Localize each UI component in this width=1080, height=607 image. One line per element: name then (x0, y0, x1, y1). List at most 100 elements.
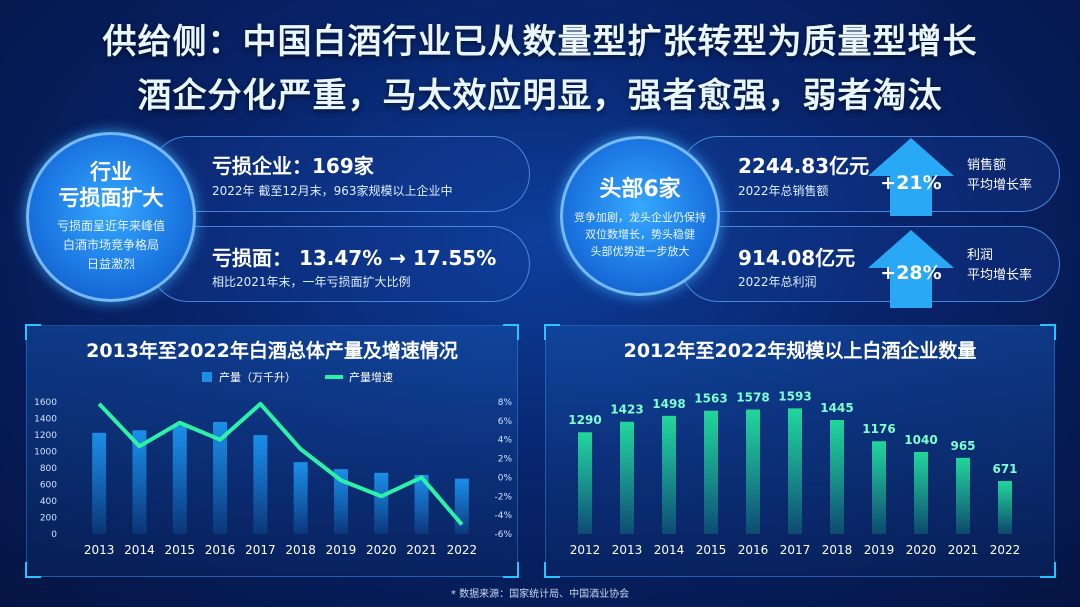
profit-growth-label-1: 利润 (967, 248, 994, 263)
production-bar (213, 421, 228, 534)
legend-bar-label: 产量（万千升） (219, 370, 296, 384)
left-tick-label: 0 (51, 530, 57, 540)
left-tick-label: 1000 (34, 448, 57, 458)
x-tick-label: 2017 (780, 543, 811, 557)
profit-value: 914.08亿元 (738, 246, 856, 270)
circle-desc-1: 亏损面呈近年来峰值 (56, 219, 165, 233)
right-tick-label: -4% (494, 511, 512, 521)
left-tick-label: 1400 (34, 415, 57, 425)
sales-growth-arrow-icon (868, 138, 954, 216)
x-tick-label: 2019 (864, 543, 895, 557)
enterprise-data-label: 1593 (778, 389, 811, 403)
loss-ratio-note: 相比2021年末，一年亏损面扩大比例 (212, 275, 411, 289)
right-tick-label: 0% (498, 473, 513, 483)
enterprise-bar (998, 481, 1012, 534)
production-chart-title: 2013年至2022年白酒总体产量及增速情况 (86, 340, 458, 362)
enterprise-data-label: 1040 (904, 433, 937, 447)
page-subtitle: 酒企分化严重，马太效应明显，强者愈强，弱者淘汰 (137, 76, 943, 116)
top-six-desc-2: 双位数增长，势头稳健 (585, 228, 695, 241)
enterprise-chart-panel: 2012年至2022年规模以上白酒企业数量 1290 2012 1423 2013 14… (544, 324, 1056, 578)
enterprise-data-label: 1578 (736, 391, 769, 405)
left-tick-label: 1600 (34, 398, 57, 408)
left-tick-label: 800 (40, 464, 57, 474)
enterprise-data-label: 965 (950, 439, 975, 453)
loss-enterprise-note: 2022年 截至12月末，963家规模以上企业中 (212, 184, 453, 198)
production-bar (293, 462, 308, 534)
top-six-circle: 头部6家 竞争加剧，龙头企业仍保持 双位数增长，势头稳健 头部优势进一步放大 (560, 136, 720, 296)
sales-value: 2244.83亿元 (738, 154, 870, 178)
x-tick-label: 2021 (948, 543, 979, 557)
x-tick-label: 2022 (990, 543, 1021, 557)
enterprise-bar (914, 451, 928, 534)
profit-growth-label-2: 平均增长率 (967, 268, 1033, 283)
circle-desc-3: 日益激烈 (86, 257, 135, 271)
enterprise-bar (704, 410, 718, 534)
left-tick-label: 1200 (34, 431, 57, 441)
left-tick-label: 400 (40, 497, 57, 507)
production-bar (132, 430, 147, 534)
enterprise-bar (662, 415, 676, 534)
enterprise-bar (830, 420, 844, 534)
x-tick-label: 2015 (696, 543, 727, 557)
sales-growth-label-1: 销售额 (967, 158, 1007, 173)
industry-loss-circle: 行业 亏损面扩大 亏损面呈近年来峰值 白酒市场竞争格局 日益激烈 (26, 132, 196, 302)
x-tick-label: 2014 (654, 543, 685, 557)
sales-pill (680, 136, 1060, 212)
enterprise-data-label: 1563 (694, 392, 727, 406)
enterprise-data-label: 1176 (862, 422, 895, 436)
enterprise-data-label: 671 (992, 462, 1017, 476)
x-tick-label: 2020 (366, 543, 397, 557)
x-tick-label: 2017 (245, 543, 276, 557)
legend-line-label: 产量增速 (349, 370, 393, 384)
x-tick-label: 2019 (326, 543, 357, 557)
legend-line-swatch (325, 375, 343, 379)
x-tick-label: 2018 (822, 543, 853, 557)
right-tick-label: 2% (498, 455, 513, 465)
enterprise-bar (620, 421, 634, 534)
growth-line (97, 401, 464, 526)
sales-growth-label: 销售额 平均增长率 (967, 156, 1032, 196)
left-tick-label: 200 (40, 514, 57, 524)
production-bar (333, 469, 348, 534)
production-bar (414, 474, 429, 534)
enterprise-data-label: 1423 (610, 403, 643, 417)
right-tick-label: 8% (498, 398, 513, 408)
right-tick-label: 4% (498, 436, 513, 446)
profit-note: 2022年总利润 (738, 275, 817, 289)
profit-growth-pct: +28% (880, 262, 942, 284)
sales-growth-pct: +21% (880, 172, 942, 194)
left-tick-label: 600 (40, 481, 57, 491)
loss-ratio: 亏损面： 13.47% → 17.55% (212, 246, 497, 270)
top-six-title: 头部6家 (599, 177, 681, 202)
circle-desc-2: 白酒市场竞争格局 (62, 238, 159, 252)
enterprise-bar (746, 409, 760, 534)
sales-growth-label-2: 平均增长率 (967, 178, 1033, 193)
production-bar (92, 432, 107, 534)
enterprise-bar (788, 408, 802, 534)
data-source: * 数据来源：国家统计局、中国酒业协会 (450, 589, 630, 600)
enterprise-bar (872, 441, 886, 534)
circle-title-2: 亏损面扩大 (58, 186, 164, 210)
top-six-desc-3: 头部优势进一步放大 (590, 245, 690, 258)
sales-note: 2022年总销售额 (738, 184, 829, 198)
loss-enterprise-pill (150, 136, 530, 212)
x-tick-label: 2021 (406, 543, 437, 557)
enterprise-chart: 1290 2012 1423 2013 1498 2014 1563 2015 1578 2016… (568, 389, 1021, 557)
production-chart: 产量（万千升） 产量增速 0 200 400 600 800 1000 1200 1400 1600… (34, 370, 513, 557)
x-tick-label: 2013 (84, 543, 115, 557)
enterprise-data-label: 1290 (568, 413, 601, 427)
production-bar (253, 435, 268, 534)
production-chart-panel: 2013年至2022年白酒总体产量及增速情况 产量（万千升） 产量增速 0 200 40… (25, 324, 519, 578)
profit-growth-arrow-icon (868, 230, 954, 308)
x-tick-label: 2013 (612, 543, 643, 557)
x-tick-label: 2012 (570, 543, 601, 557)
loss-ratio-pill (150, 226, 530, 302)
right-tick-label: -2% (494, 492, 512, 502)
x-tick-label: 2018 (285, 543, 316, 557)
enterprise-bar (578, 432, 592, 534)
production-bar (374, 472, 389, 534)
x-tick-label: 2016 (738, 543, 769, 557)
x-tick-label: 2022 (447, 543, 478, 557)
production-bar (172, 425, 187, 534)
x-tick-label: 2015 (164, 543, 195, 557)
